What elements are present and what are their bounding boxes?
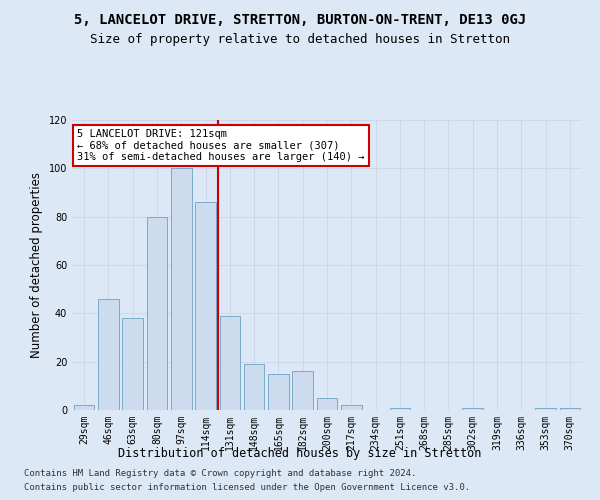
Bar bbox=[195, 202, 216, 410]
Bar bbox=[463, 408, 483, 410]
Bar bbox=[122, 318, 143, 410]
Bar bbox=[98, 299, 119, 410]
Bar bbox=[341, 405, 362, 410]
Text: 5 LANCELOT DRIVE: 121sqm
← 68% of detached houses are smaller (307)
31% of semi-: 5 LANCELOT DRIVE: 121sqm ← 68% of detach… bbox=[77, 128, 365, 162]
Text: Contains public sector information licensed under the Open Government Licence v3: Contains public sector information licen… bbox=[24, 484, 470, 492]
Bar bbox=[389, 408, 410, 410]
Text: Contains HM Land Registry data © Crown copyright and database right 2024.: Contains HM Land Registry data © Crown c… bbox=[24, 468, 416, 477]
Text: Distribution of detached houses by size in Stretton: Distribution of detached houses by size … bbox=[118, 448, 482, 460]
Bar bbox=[146, 216, 167, 410]
Bar bbox=[535, 408, 556, 410]
Bar bbox=[74, 405, 94, 410]
Text: Size of property relative to detached houses in Stretton: Size of property relative to detached ho… bbox=[90, 32, 510, 46]
Bar bbox=[292, 372, 313, 410]
Bar bbox=[268, 374, 289, 410]
Y-axis label: Number of detached properties: Number of detached properties bbox=[30, 172, 43, 358]
Bar bbox=[220, 316, 240, 410]
Bar bbox=[560, 408, 580, 410]
Text: 5, LANCELOT DRIVE, STRETTON, BURTON-ON-TRENT, DE13 0GJ: 5, LANCELOT DRIVE, STRETTON, BURTON-ON-T… bbox=[74, 12, 526, 26]
Bar bbox=[171, 168, 191, 410]
Bar bbox=[244, 364, 265, 410]
Bar bbox=[317, 398, 337, 410]
